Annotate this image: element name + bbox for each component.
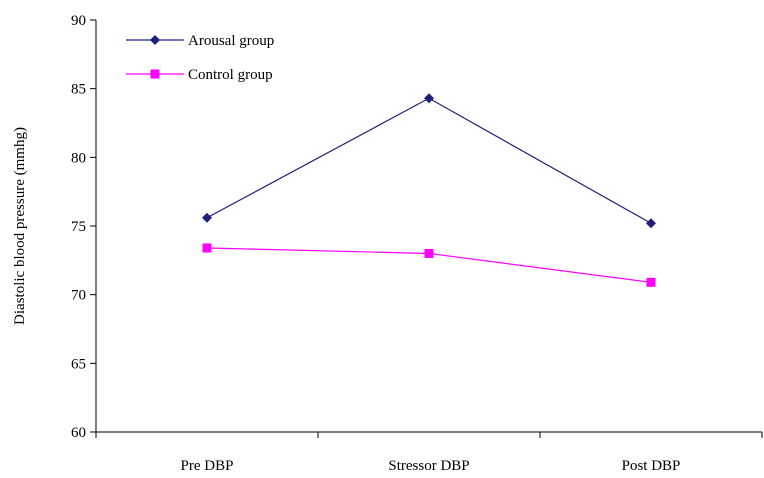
data-point-control-group — [424, 248, 434, 258]
legend-label: Arousal group — [188, 33, 274, 49]
x-tick-label: Pre DBP — [181, 458, 234, 474]
axes: 60 65 70 75 80 85 90 Pre DBP Stressor DBP Post DB… — [71, 13, 763, 474]
data-point-arousal-group — [646, 218, 656, 229]
legend-marker — [150, 69, 160, 79]
y-tick-label: 65 — [71, 356, 86, 372]
y-axis-title: Diastolic blood pressure (mmhg) — [12, 127, 28, 325]
legend-label: Control group — [188, 67, 273, 83]
data-point-control-group — [646, 277, 656, 287]
series-arousal-group — [202, 93, 656, 229]
series-layer — [202, 93, 656, 287]
data-point-control-group — [202, 243, 212, 253]
legend-marker — [150, 35, 160, 45]
data-point-arousal-group — [202, 212, 212, 223]
y-tick-label: 70 — [71, 288, 86, 304]
y-tick-label: 75 — [71, 219, 86, 235]
data-point-arousal-group — [424, 93, 434, 104]
x-tick-label: Post DBP — [622, 458, 681, 474]
y-tick-label: 60 — [71, 425, 86, 441]
y-tick-label: 80 — [71, 150, 86, 166]
y-tick-label: 90 — [71, 13, 86, 29]
series-line-arousal-group — [206, 97, 652, 224]
series-control-group — [202, 243, 656, 287]
y-tick-label: 85 — [71, 82, 86, 98]
x-tick-label: Stressor DBP — [388, 458, 469, 474]
legend: Arousal group Control group — [126, 33, 274, 83]
legend-item-control-group: Control group — [126, 67, 273, 83]
legend-item-arousal-group: Arousal group — [126, 33, 274, 49]
